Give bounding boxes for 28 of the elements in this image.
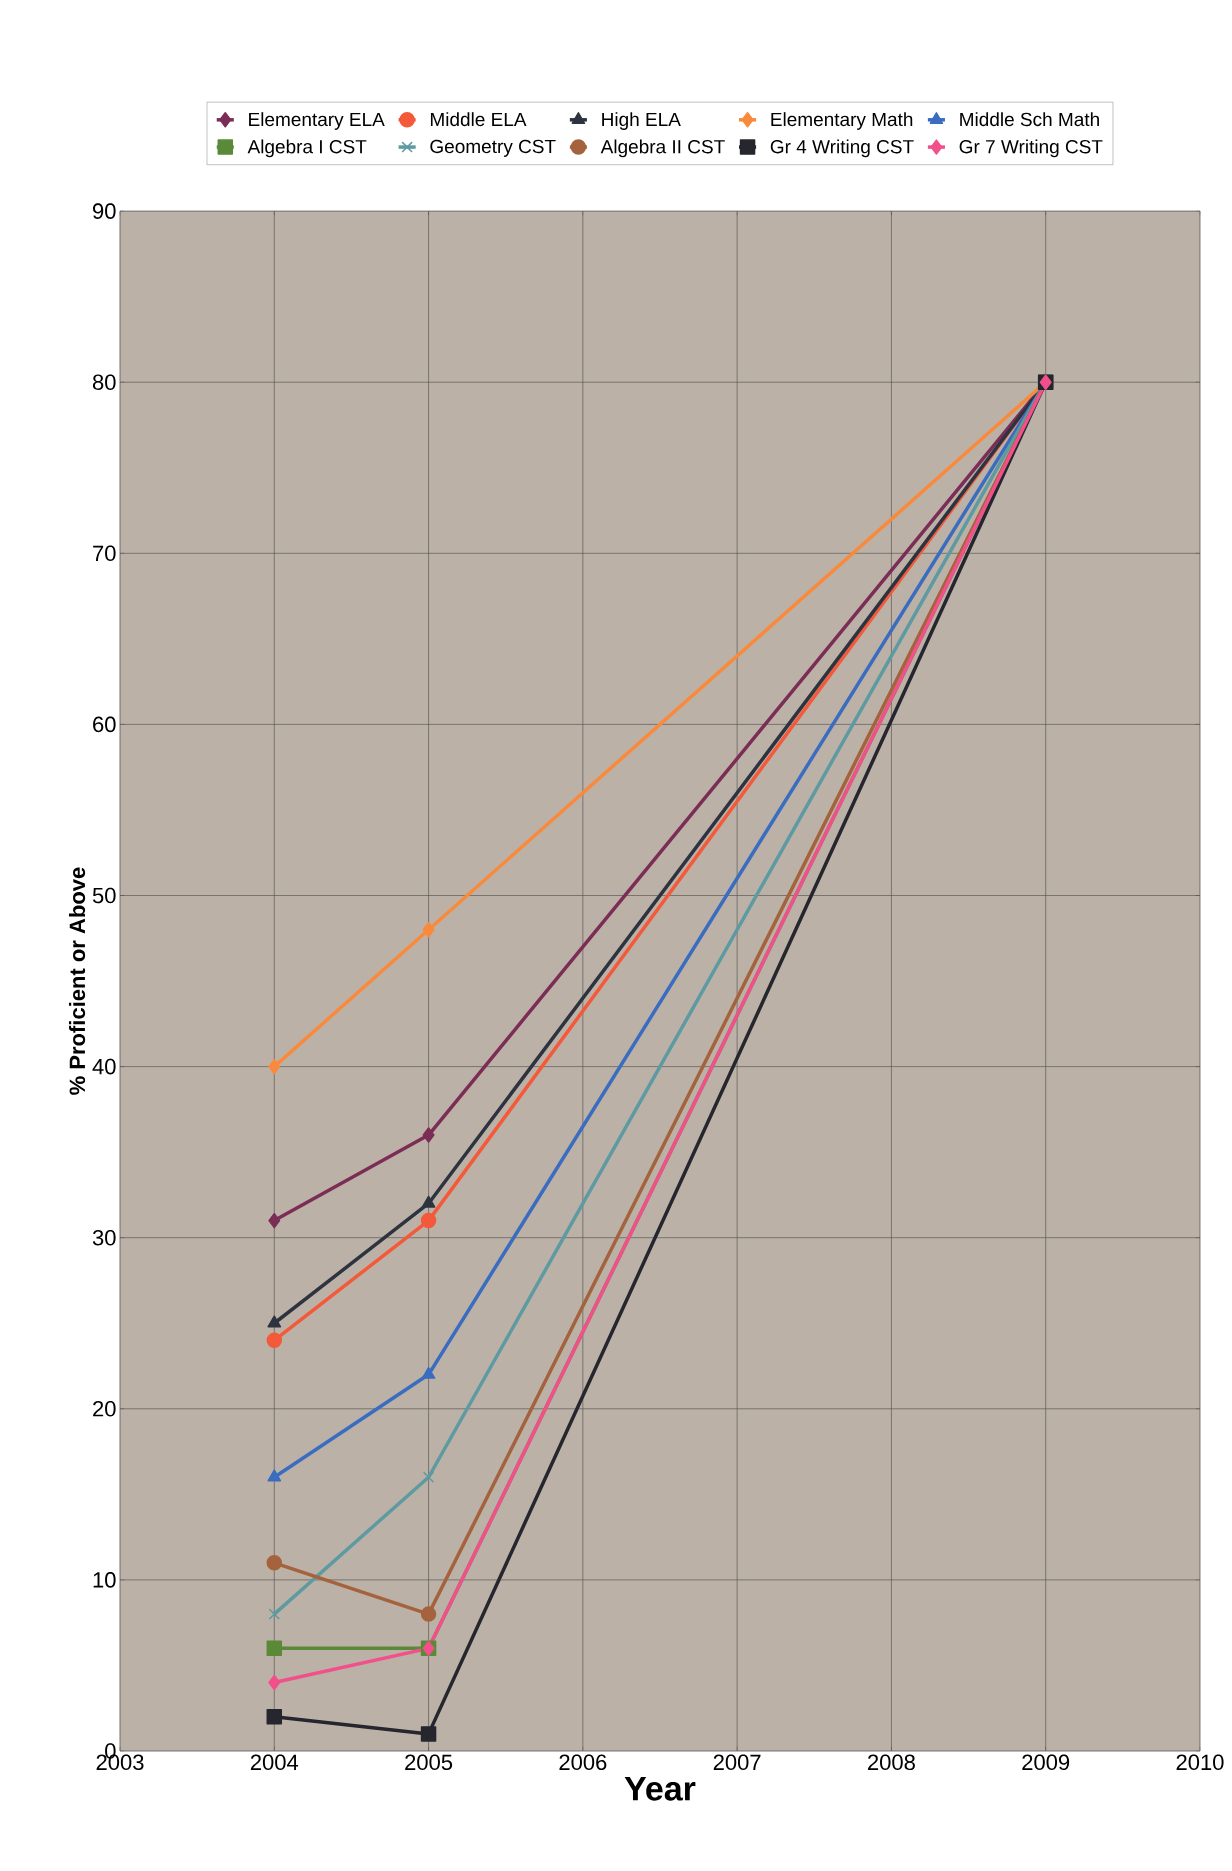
x-tick-label: 2010 xyxy=(1176,1754,1224,1771)
y-tick-label: 60 xyxy=(93,716,116,733)
legend-label: Geometry CST xyxy=(430,139,556,157)
legend-label: Elementary Math xyxy=(771,112,913,130)
x-tick-label: 2009 xyxy=(1022,1754,1070,1771)
x-tick-label: 2005 xyxy=(405,1754,453,1771)
legend-label: Gr 4 Writing CST xyxy=(770,139,914,158)
y-tick-label: 20 xyxy=(93,1401,116,1417)
x-tick-label: 2008 xyxy=(868,1754,915,1771)
y-tick-label: 30 xyxy=(92,1229,116,1246)
y-tick-label: 10 xyxy=(93,1572,116,1588)
legend-label: Algebra II CST xyxy=(600,139,725,158)
y-axis-title: % Proficient or Above xyxy=(68,867,86,1095)
y-tick-label: 80 xyxy=(92,374,116,390)
x-tick-label: 2006 xyxy=(559,1754,607,1771)
legend-label: Middle Sch Math xyxy=(960,112,1099,127)
legend-label: Gr 7 Writing CST xyxy=(959,139,1103,158)
x-axis-title: Year xyxy=(624,1776,696,1801)
legend-label: Middle ELA xyxy=(430,112,527,127)
y-tick-label: 90 xyxy=(93,203,116,219)
x-tick-label: 2007 xyxy=(713,1754,761,1771)
legend-label: Elementary ELA xyxy=(249,112,385,130)
y-tick-label: 50 xyxy=(92,887,116,904)
x-tick-label: 2004 xyxy=(250,1754,299,1771)
y-tick-label: 40 xyxy=(92,1058,116,1075)
y-tick-label: 70 xyxy=(93,545,116,562)
legend-label: High ELA xyxy=(602,112,681,130)
legend-label: Algebra I CST xyxy=(247,139,367,158)
